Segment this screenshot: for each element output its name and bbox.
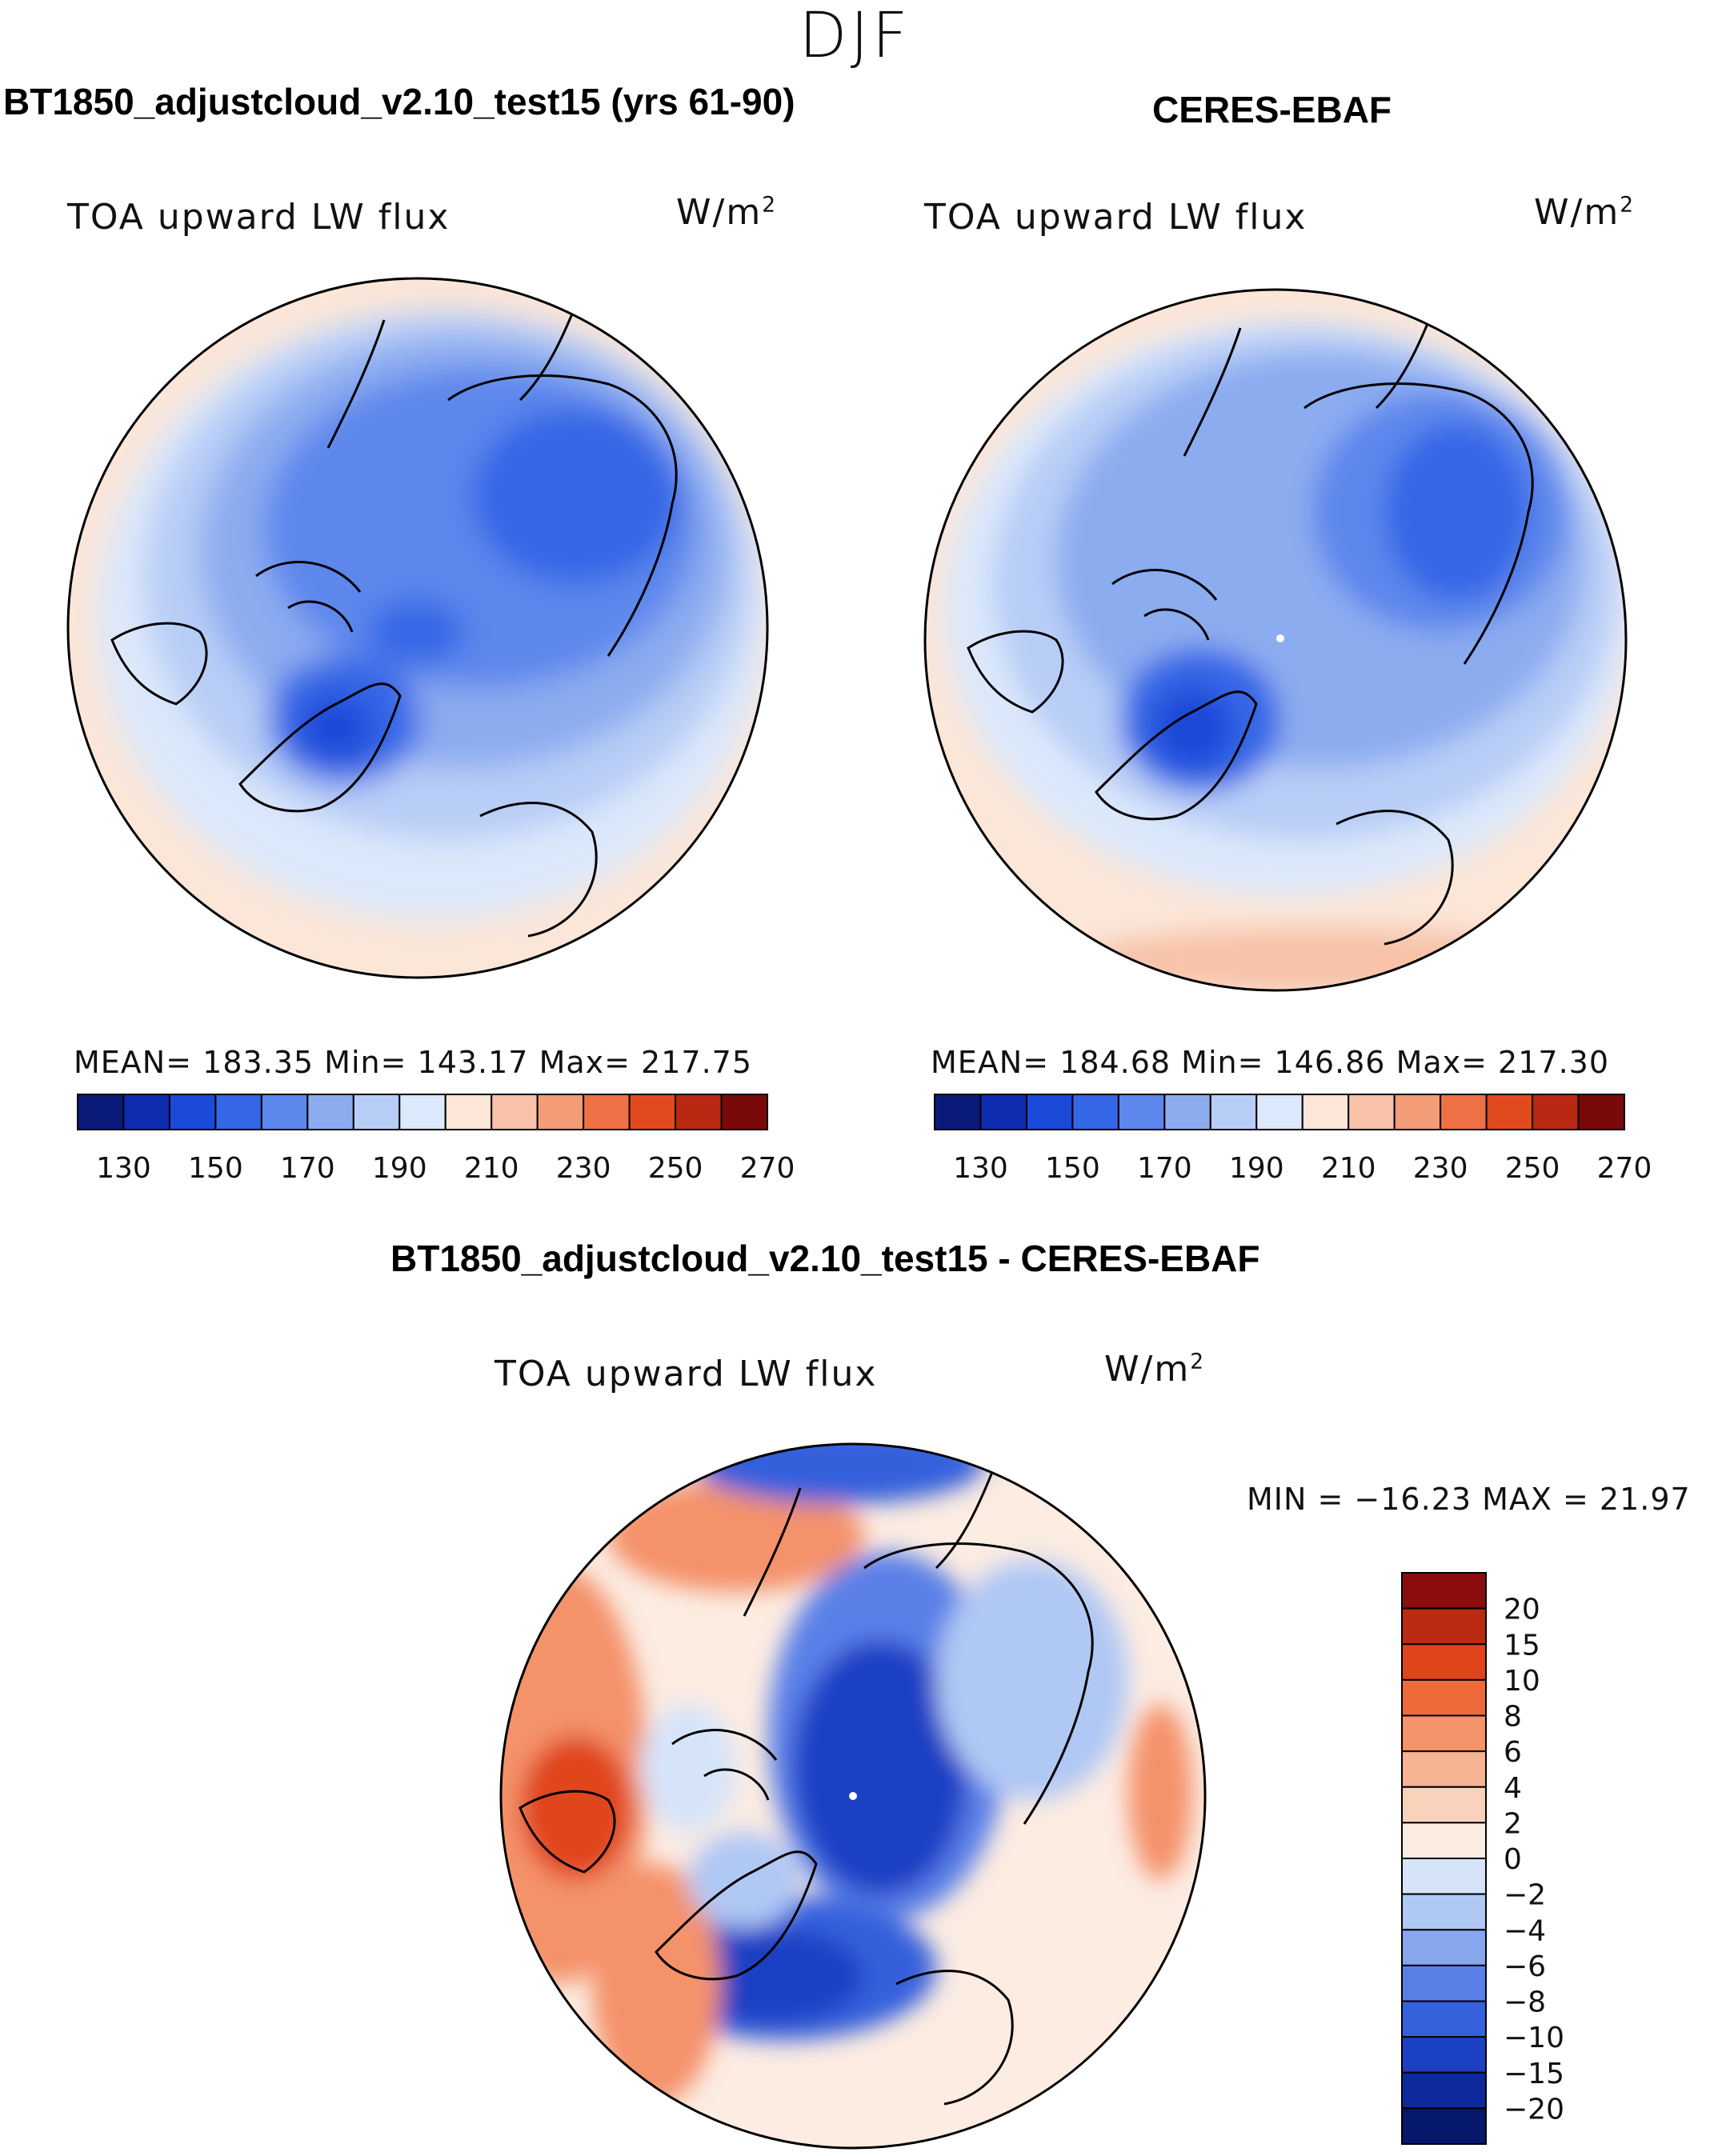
diff-colorbar-swatch	[1401, 1750, 1487, 1788]
diff-colorbar-tick-label: −4	[1504, 1914, 1546, 1947]
obs-units-label: W/m2	[1534, 192, 1635, 233]
model-colorbar-tick-label: 210	[464, 1152, 519, 1185]
model-colorbar-tick-label: 170	[280, 1152, 335, 1185]
obs-colorbar-swatch	[1117, 1094, 1166, 1130]
diff-colorbar-tick-label: 10	[1504, 1665, 1540, 1698]
diff-colorbar-swatch	[1401, 2036, 1487, 2074]
diff-colorbar-swatch	[1401, 1572, 1487, 1610]
model-colorbar-tick-label: 230	[556, 1152, 611, 1185]
obs-colorbar-swatch	[1209, 1094, 1258, 1130]
model-colorbar-tick-label: 190	[372, 1152, 427, 1185]
diff-colorbar-swatch	[1401, 1929, 1487, 1966]
diff-colorbar-swatch	[1401, 1893, 1487, 1931]
obs-colorbar-tick-label: 150	[1045, 1152, 1100, 1185]
diff-colorbar-swatch	[1401, 2107, 1487, 2145]
model-colorbar-swatch	[720, 1094, 768, 1130]
diff-colorbar-swatch	[1401, 1858, 1487, 1895]
diff-colorbar-swatch	[1401, 1643, 1487, 1681]
diff-colorbar-tick-label: 6	[1504, 1736, 1522, 1769]
diff-colorbar-swatch	[1401, 1607, 1487, 1646]
diff-colorbar-tick-label: −6	[1504, 1950, 1546, 1983]
obs-panel-title: CERES-EBAF	[1152, 89, 1392, 130]
diff-colorbar-tick-label: −2	[1504, 1879, 1546, 1912]
obs-colorbar-tick-label: 250	[1505, 1152, 1560, 1185]
model-colorbar-swatch	[352, 1094, 401, 1130]
diff-colorbar-tick-label: 8	[1504, 1701, 1522, 1734]
model-panel-title: BT1850_adjustcloud_v2.10_test15 (yrs 61-…	[3, 81, 795, 122]
diff-colorbar-tick-label: −20	[1504, 2093, 1564, 2126]
model-colorbar-swatch	[306, 1094, 354, 1130]
obs-colorbar-swatch	[1393, 1094, 1442, 1130]
model-colorbar-swatch	[628, 1094, 677, 1130]
model-colorbar-swatch	[398, 1094, 447, 1130]
obs-colorbar-swatch	[1301, 1094, 1350, 1130]
diff-colorbar-tick-label: 15	[1504, 1629, 1540, 1662]
obs-colorbar-tick-label: 210	[1321, 1152, 1376, 1185]
obs-colorbar-swatch	[1532, 1094, 1580, 1130]
diff-units-label: W/m2	[1104, 1349, 1205, 1390]
diff-colorbar-tick-label: −15	[1504, 2058, 1564, 2090]
obs-stats: MEAN= 184.68 Min= 146.86 Max= 217.30	[931, 1045, 1610, 1080]
model-variable-label: TOA upward LW flux	[67, 197, 451, 238]
model-stats: MEAN= 183.35 Min= 143.17 Max= 217.75	[74, 1045, 753, 1080]
model-colorbar-swatch	[536, 1094, 585, 1130]
diff-colorbar-tick-label: 4	[1504, 1772, 1522, 1805]
diff-colorbar-tick-label: −10	[1504, 2022, 1564, 2054]
diff-colorbar-tick-label: −8	[1504, 1986, 1546, 2019]
obs-colorbar-tick-label: 130	[953, 1152, 1008, 1185]
diff-colorbar-tick-label: 20	[1504, 1594, 1540, 1626]
diff-colorbar-tick-label: 2	[1504, 1807, 1522, 1840]
diff-colorbar-swatch	[1401, 1678, 1487, 1717]
obs-colorbar-swatch	[934, 1094, 982, 1130]
model-colorbar-tick-label: 270	[740, 1152, 795, 1185]
diff-colorbar-tick-label: 0	[1504, 1843, 1522, 1876]
model-colorbar-swatch	[168, 1094, 217, 1130]
diff-colorbar-swatch	[1401, 1822, 1487, 1859]
diff-colorbar-swatch	[1401, 2000, 1487, 2038]
model-colorbar-tick-label: 150	[188, 1152, 243, 1185]
model-colorbar-tick-label: 250	[648, 1152, 703, 1185]
model-colorbar-swatch	[122, 1094, 170, 1130]
obs-colorbar-swatch	[1071, 1094, 1119, 1130]
model-colorbar-swatch	[214, 1094, 262, 1130]
obs-colorbar-tick-label: 230	[1413, 1152, 1468, 1185]
diff-colorbar-swatch	[1401, 1964, 1487, 2002]
obs-colorbar-swatch	[1577, 1094, 1625, 1130]
model-colorbar-swatch	[675, 1094, 723, 1130]
model-colorbar-swatch	[491, 1094, 539, 1130]
season-title: DJF	[799, 0, 911, 72]
obs-variable-label: TOA upward LW flux	[924, 197, 1308, 238]
diff-stats: MIN = −16.23 MAX = 21.97	[1247, 1482, 1691, 1517]
diff-panel-title: BT1850_adjustcloud_v2.10_test15 - CERES-…	[390, 1238, 1260, 1279]
diff-colorbar-swatch	[1401, 1786, 1487, 1824]
obs-colorbar-tick-label: 270	[1597, 1152, 1652, 1185]
diff-variable-label: TOA upward LW flux	[495, 1354, 878, 1394]
obs-colorbar-tick-label: 190	[1229, 1152, 1284, 1185]
model-colorbar-tick-label: 130	[96, 1152, 151, 1185]
model-units-label: W/m2	[676, 192, 777, 233]
diff-colorbar-swatch	[1401, 1714, 1487, 1753]
obs-colorbar-swatch	[1485, 1094, 1534, 1130]
model-colorbar-swatch	[444, 1094, 493, 1130]
diff-colorbar-swatch	[1401, 2071, 1487, 2110]
obs-colorbar-tick-label: 170	[1137, 1152, 1192, 1185]
